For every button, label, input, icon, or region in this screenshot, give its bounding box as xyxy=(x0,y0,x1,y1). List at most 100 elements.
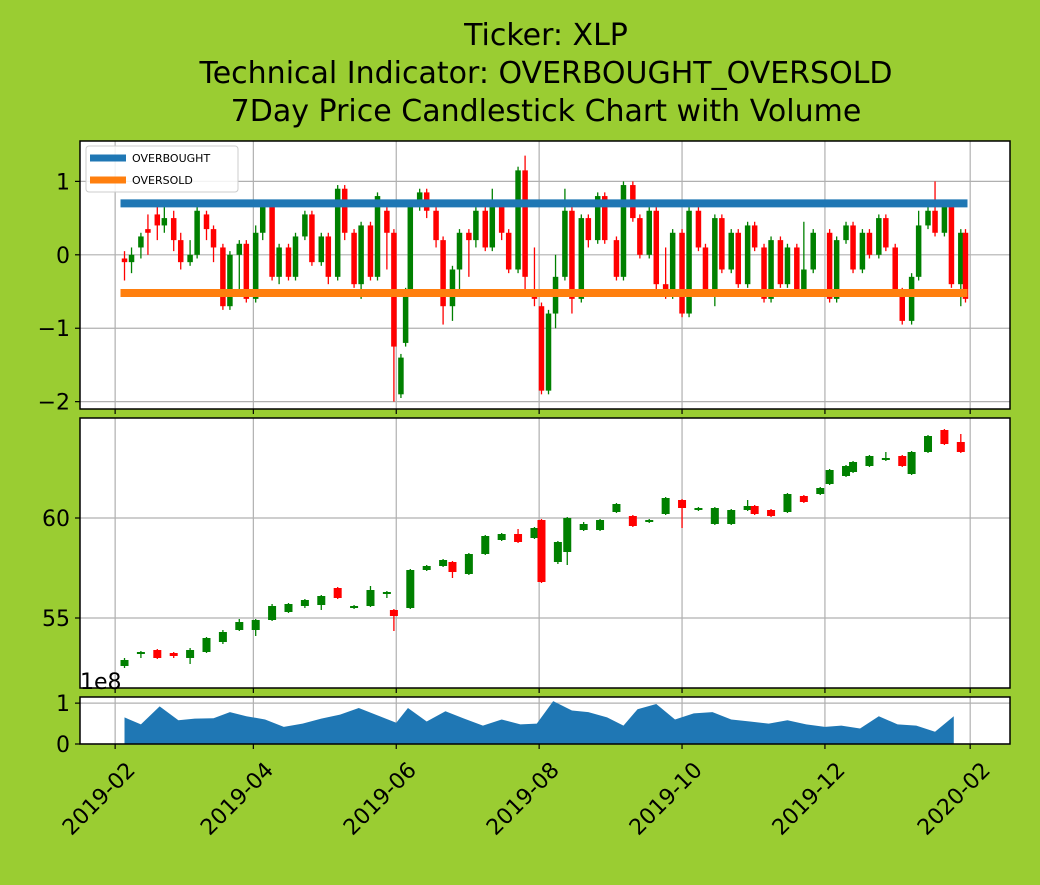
candle-body xyxy=(194,210,200,255)
candle-body xyxy=(859,232,866,270)
candle-body xyxy=(702,247,709,292)
candle-body xyxy=(259,203,266,233)
candle-body xyxy=(594,196,601,241)
indicator-panel-frame xyxy=(79,140,1011,410)
candle-body xyxy=(777,240,784,285)
candle-body xyxy=(962,232,969,299)
legend-label-overbought: OVERBOUGHT xyxy=(132,152,210,165)
candle-body xyxy=(694,508,703,510)
candle-body xyxy=(948,203,955,285)
candle-body xyxy=(925,210,931,226)
candle-body xyxy=(236,243,243,255)
candle-body xyxy=(686,210,692,314)
y-tick-label: −2 xyxy=(38,391,70,416)
candle-body xyxy=(816,488,825,494)
candle-body xyxy=(351,232,357,285)
candle-body xyxy=(268,606,277,620)
candle-body xyxy=(407,203,414,292)
y-tick-label: 0 xyxy=(56,244,70,269)
candle-body xyxy=(601,196,608,241)
candle-body xyxy=(433,210,439,241)
candle-body xyxy=(309,214,315,263)
candle-body xyxy=(482,210,489,248)
candle-body xyxy=(366,590,375,606)
candle-body xyxy=(285,247,292,277)
candle-body xyxy=(186,650,195,658)
candle-body xyxy=(402,291,409,343)
candle-body xyxy=(881,458,890,460)
candle-body xyxy=(406,570,415,608)
candle-body xyxy=(743,506,752,510)
candle-body xyxy=(284,604,293,612)
candle-body xyxy=(505,232,512,270)
candle-body xyxy=(585,218,592,241)
y-tick-label: 55 xyxy=(42,607,70,632)
candle-body xyxy=(169,653,178,656)
candle-body xyxy=(825,470,834,484)
candle-body xyxy=(464,554,473,574)
candle-body xyxy=(645,520,654,522)
candle-body xyxy=(481,536,490,554)
candle-body xyxy=(384,210,390,233)
candle-body xyxy=(235,622,244,630)
candle-body xyxy=(908,276,915,321)
candle-body xyxy=(220,247,226,307)
price-grid xyxy=(80,418,1010,688)
candle-body xyxy=(562,210,568,277)
candle-body xyxy=(498,203,505,233)
candle-body xyxy=(514,534,523,542)
candle-body xyxy=(545,313,552,391)
candle-body xyxy=(799,496,808,502)
candle-body xyxy=(292,236,299,277)
candle-body xyxy=(843,225,849,241)
candle-body xyxy=(579,524,588,530)
candle-body xyxy=(138,236,144,248)
candle-body xyxy=(202,638,211,652)
candle-body xyxy=(932,210,938,233)
candle-body xyxy=(210,229,217,248)
candle-body xyxy=(389,610,398,616)
candle-body xyxy=(563,518,572,552)
candle-body xyxy=(744,225,751,285)
candle-body xyxy=(866,232,873,255)
candle-body xyxy=(350,606,359,608)
candle-body xyxy=(121,258,128,263)
candle-body xyxy=(203,214,210,230)
legend: OVERBOUGHT OVERSOLD xyxy=(85,145,239,193)
candle-body xyxy=(161,218,168,226)
candle-body xyxy=(170,218,177,241)
candle-body xyxy=(794,247,800,292)
candle-body xyxy=(367,225,374,277)
candle-body xyxy=(537,520,546,582)
price-y-ticks: 60 55 xyxy=(42,507,80,632)
candle-body xyxy=(783,494,792,512)
candle-body xyxy=(449,269,456,307)
candle-body xyxy=(128,254,135,263)
candle-body xyxy=(679,232,685,314)
candle-body xyxy=(497,534,506,540)
candle-body xyxy=(850,225,856,270)
candle-body xyxy=(227,254,233,307)
volume-area xyxy=(124,701,954,744)
volume-panel-frame xyxy=(79,696,1011,745)
candle-body xyxy=(522,170,528,277)
candle-body xyxy=(578,218,585,299)
candle-body xyxy=(637,218,643,255)
y-tick-label: 1 xyxy=(56,170,70,195)
candle-body xyxy=(899,291,905,321)
candle-body xyxy=(473,210,479,241)
candle-body xyxy=(596,520,605,530)
candle-body xyxy=(833,240,840,299)
candle-body xyxy=(276,247,282,277)
candle-body xyxy=(907,452,916,474)
candle-body xyxy=(768,240,774,299)
candle-body xyxy=(187,254,193,263)
candle-body xyxy=(325,236,332,277)
candle-body xyxy=(613,240,620,277)
chart-title-line-3: 7Day Price Candlestick Chart with Volume xyxy=(231,94,862,129)
candle-body xyxy=(318,236,325,263)
candle-body xyxy=(448,562,457,572)
candle-body xyxy=(767,510,776,516)
candle-body xyxy=(924,436,933,452)
